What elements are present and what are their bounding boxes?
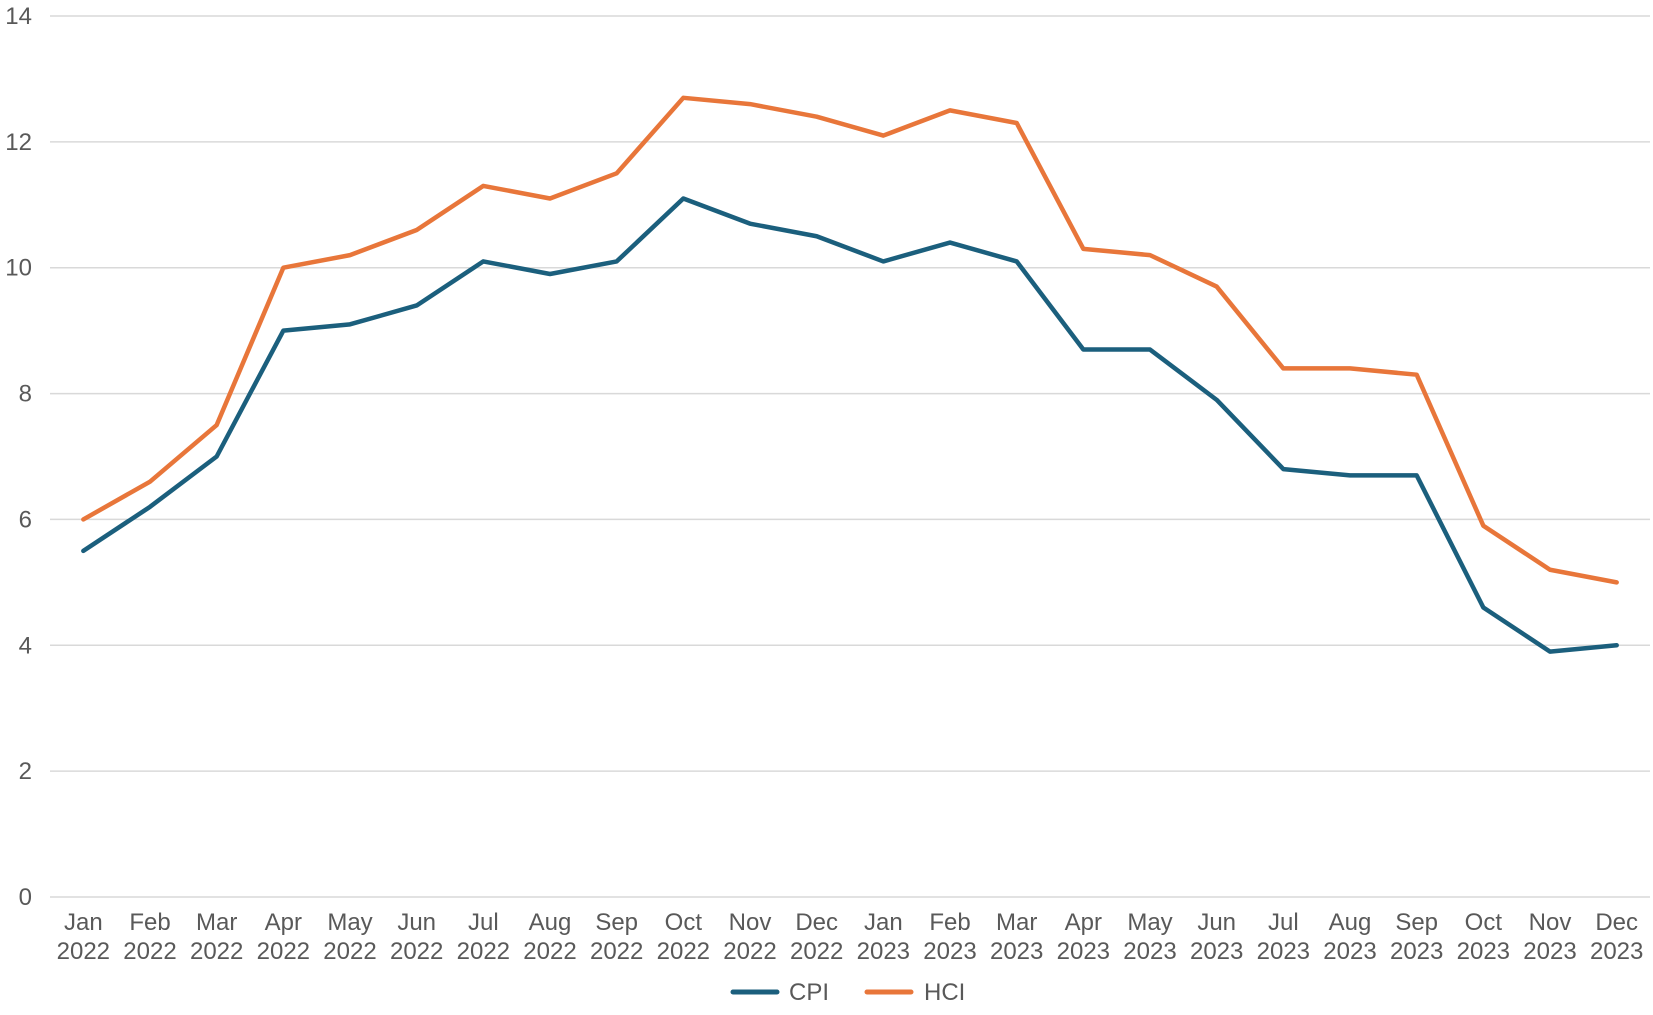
- x-tick-label: Apr 2023: [1057, 909, 1110, 965]
- series-line-hci: [81, 95, 1619, 585]
- y-tick-label: 8: [19, 381, 32, 408]
- y-tick-label: 12: [5, 129, 32, 156]
- y-tick-label: 0: [19, 884, 32, 911]
- x-tick-label: May 2022: [323, 909, 376, 965]
- x-tick-label: Feb 2023: [923, 909, 976, 965]
- x-tick-label: Nov 2022: [723, 909, 776, 965]
- x-tick-label: Sep 2023: [1390, 909, 1443, 965]
- x-tick-label: Mar 2022: [190, 909, 243, 965]
- y-tick-label: 2: [19, 758, 32, 785]
- x-tick-label: May 2023: [1123, 909, 1176, 965]
- series-line-cpi: [81, 196, 1619, 654]
- x-tick-label: Dec 2022: [790, 909, 843, 965]
- legend-label-hci: HCI: [924, 979, 965, 1006]
- legend-label-cpi: CPI: [789, 979, 829, 1006]
- y-tick-label: 4: [19, 632, 32, 659]
- x-tick-label: Jan 2023: [857, 909, 910, 965]
- x-tick-label: Sep 2022: [590, 909, 643, 965]
- y-axis-ticks: 0 2 4 6 8 10 12 14: [5, 3, 32, 911]
- series-lines: [81, 95, 1619, 654]
- x-tick-label: Oct 2022: [657, 909, 710, 965]
- x-tick-label: Feb 2022: [123, 909, 176, 965]
- x-tick-label: Jul 2023: [1257, 909, 1310, 965]
- x-tick-label: Jun 2022: [390, 909, 443, 965]
- y-tick-label: 14: [5, 3, 32, 30]
- legend: CPI HCI: [730, 979, 965, 1006]
- x-tick-label: Nov 2023: [1523, 909, 1576, 965]
- y-tick-label: 6: [19, 506, 32, 533]
- x-tick-label: Mar 2023: [990, 909, 1043, 965]
- x-tick-label: Apr 2022: [257, 909, 310, 965]
- gridlines: [50, 15, 1650, 898]
- x-tick-label: Dec 2023: [1590, 909, 1643, 965]
- y-tick-label: 10: [5, 255, 32, 282]
- x-tick-label: Aug 2022: [523, 909, 576, 965]
- x-tick-label: Aug 2023: [1323, 909, 1376, 965]
- x-tick-label: Jan 2022: [57, 909, 110, 965]
- x-tick-label: Jun 2023: [1190, 909, 1243, 965]
- x-tick-label: Jul 2022: [457, 909, 510, 965]
- x-tick-label: Oct 2023: [1457, 909, 1510, 965]
